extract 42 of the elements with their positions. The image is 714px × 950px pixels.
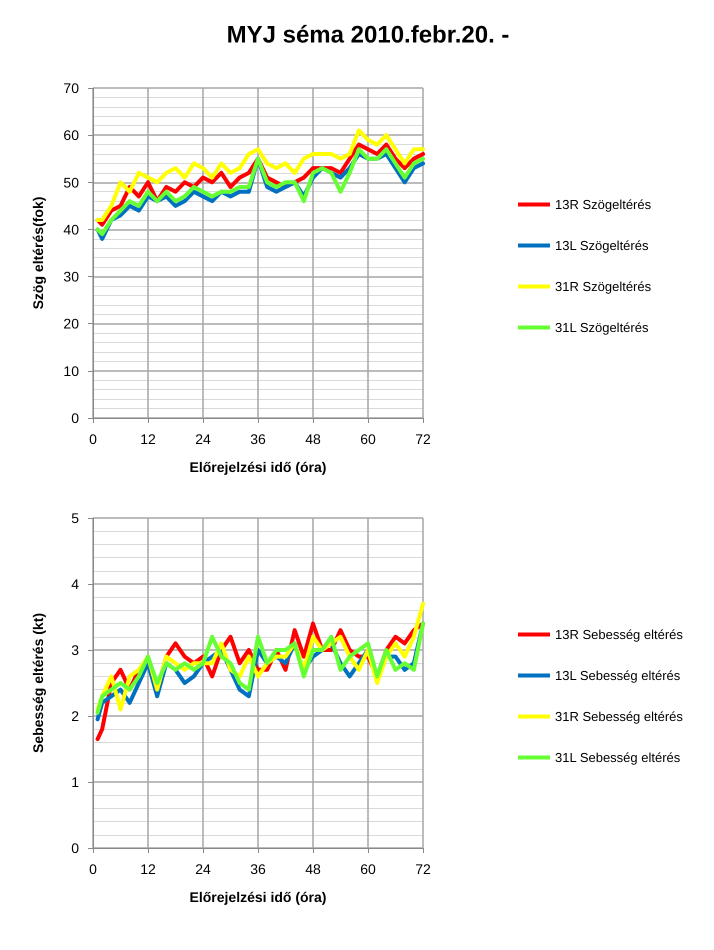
y-tick-label: 0	[71, 840, 80, 856]
x-tick-label: 72	[415, 431, 431, 447]
x-axis-title: Előrejelzési idő (óra)	[190, 459, 326, 475]
y-tick-label: 5	[71, 510, 80, 526]
legend-label: 31L Sebesség eltérés	[555, 750, 681, 765]
x-tick-label: 24	[195, 861, 211, 877]
x-tick-label: 72	[415, 861, 431, 877]
y-tick-label: 40	[63, 221, 80, 238]
y-tick-label: 20	[63, 316, 80, 332]
y-tick-label: 3	[71, 642, 80, 658]
x-axis-title: Előrejelzési idő (óra)	[190, 889, 326, 905]
x-tick-label: 24	[195, 431, 211, 447]
x-tick-label: 0	[89, 861, 98, 877]
x-tick-label: 60	[360, 861, 376, 877]
legend-label: 31R Sebesség eltérés	[555, 709, 684, 724]
x-tick-label: 12	[140, 861, 156, 877]
legend-label: 13R Sebesség eltérés	[555, 627, 684, 642]
x-tick-label: 12	[140, 431, 156, 447]
y-tick-label: 10	[63, 362, 80, 379]
y-axis-title: Sebesség eltérés (kt)	[30, 612, 46, 754]
chart-title: MYJ séma 2010.febr.20. -	[226, 22, 510, 48]
x-tick-label: 48	[305, 431, 321, 447]
y-tick-label: 50	[63, 174, 80, 190]
legend-label: 31R Szögeltérés	[555, 279, 652, 294]
legend-label: 13L Szögeltérés	[555, 238, 649, 253]
y-tick-label: 2	[71, 708, 80, 724]
x-tick-label: 0	[89, 431, 98, 447]
y-tick-label: 60	[63, 127, 80, 144]
y-tick-label: 70	[63, 80, 80, 96]
y-axis-title: Szög eltérés(fok)	[30, 196, 46, 310]
legend-label: 13L Sebesség eltérés	[555, 668, 681, 683]
y-tick-label: 4	[71, 576, 80, 592]
y-tick-label: 30	[63, 268, 80, 285]
x-tick-label: 36	[250, 861, 266, 877]
legend-label: 13R Szögeltérés	[555, 197, 652, 212]
x-tick-label: 60	[360, 431, 376, 447]
legend-label: 31L Szögeltérés	[555, 320, 649, 335]
x-tick-label: 36	[250, 431, 266, 447]
y-tick-label: 1	[71, 774, 80, 790]
line-series	[96, 128, 425, 222]
y-tick-label: 0	[71, 410, 80, 426]
x-tick-label: 48	[305, 861, 321, 877]
